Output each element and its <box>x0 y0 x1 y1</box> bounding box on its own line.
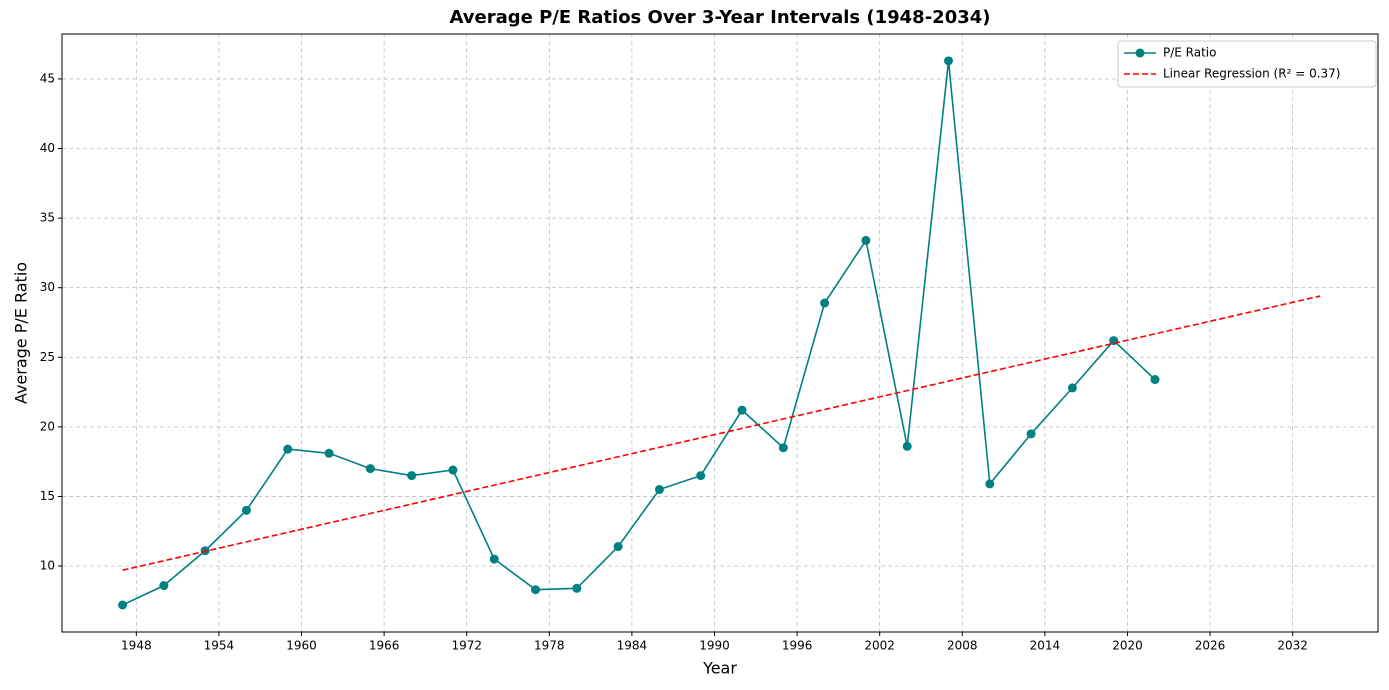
data-point <box>324 448 334 458</box>
legend-label: Linear Regression (R² = 0.37) <box>1163 67 1340 81</box>
series-line <box>122 295 1321 571</box>
x-tick-label: 1972 <box>451 639 482 653</box>
legend-box <box>1117 40 1377 88</box>
x-tick-label: 1978 <box>534 639 565 653</box>
x-axis-label: Year <box>702 659 737 678</box>
data-point <box>159 581 169 591</box>
data-point <box>365 464 375 474</box>
data-point <box>696 471 706 481</box>
data-point <box>613 542 623 552</box>
x-tick-label: 1960 <box>286 639 317 653</box>
x-tick-label: 1966 <box>369 639 400 653</box>
x-tick-label: 2008 <box>947 639 978 653</box>
x-tick-label: 2026 <box>1195 639 1226 653</box>
x-tick-label: 1984 <box>617 639 648 653</box>
data-point <box>241 505 251 515</box>
y-tick-label: 30 <box>40 280 55 294</box>
series-line <box>122 60 1156 606</box>
data-point <box>985 479 995 489</box>
data-point <box>861 235 871 245</box>
legend: P/E Ratio Linear Regression (R² = 0.37) <box>1117 40 1377 88</box>
x-tick-label: 1990 <box>699 639 730 653</box>
x-tick-label: 2002 <box>864 639 895 653</box>
data-point <box>1026 429 1036 439</box>
y-tick-label: 10 <box>40 559 55 573</box>
y-axis-label: Average P/E Ratio <box>12 262 31 404</box>
x-tick-label: 2014 <box>1030 639 1061 653</box>
data-point <box>489 554 499 564</box>
data-point <box>572 583 582 593</box>
x-tick-label: 1948 <box>121 639 152 653</box>
data-point <box>944 56 954 66</box>
data-point <box>820 298 830 308</box>
data-point <box>1150 375 1160 385</box>
x-tick-label: 1996 <box>782 639 813 653</box>
y-tick-label: 20 <box>40 419 55 433</box>
x-tick-label: 2032 <box>1277 639 1308 653</box>
y-tick-label: 25 <box>40 350 55 364</box>
data-point <box>118 600 128 610</box>
y-tick-label: 45 <box>40 71 55 85</box>
data-point <box>531 585 541 595</box>
data-point <box>902 441 912 451</box>
y-tick-label: 40 <box>40 141 55 155</box>
y-tick-label: 35 <box>40 211 55 225</box>
plot-frame <box>61 33 1379 633</box>
chart-title: Average P/E Ratios Over 3-Year Intervals… <box>449 7 990 28</box>
data-point <box>1067 383 1077 393</box>
x-tick-label: 1954 <box>204 639 235 653</box>
legend-marker <box>1135 48 1145 58</box>
data-point <box>737 405 747 415</box>
legend-label: P/E Ratio <box>1163 46 1216 60</box>
x-tick-label: 2020 <box>1112 639 1143 653</box>
data-point <box>407 471 417 481</box>
y-tick-label: 15 <box>40 489 55 503</box>
data-point <box>283 444 293 454</box>
data-point <box>654 484 664 494</box>
data-point <box>448 465 458 475</box>
data-point <box>778 443 788 453</box>
